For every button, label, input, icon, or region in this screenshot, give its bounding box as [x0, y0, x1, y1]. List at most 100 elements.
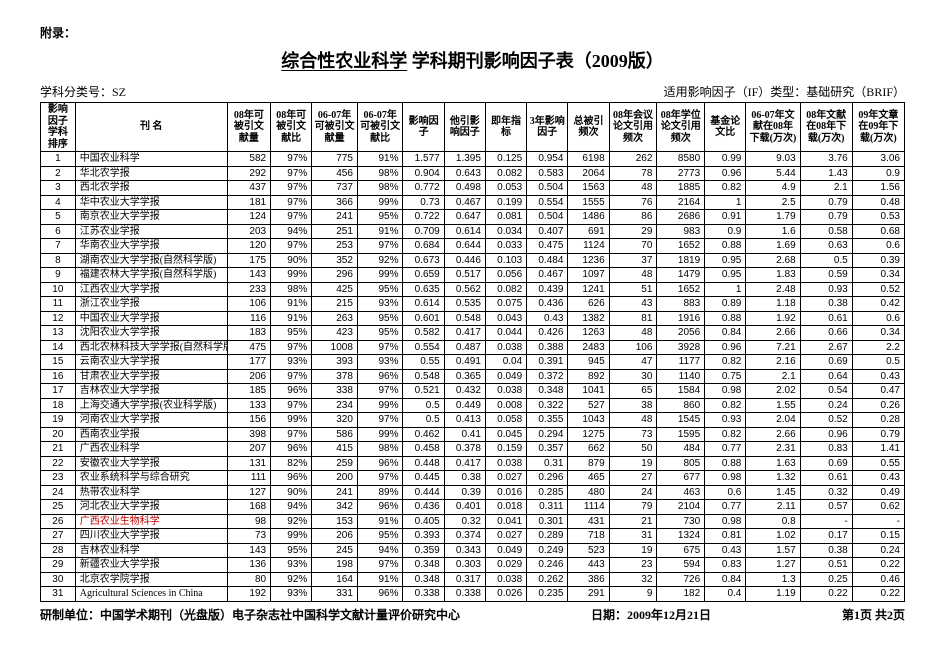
data-cell: 0.79 [852, 427, 904, 442]
data-cell: 0.82 [705, 181, 746, 196]
data-cell: 0.449 [444, 398, 485, 413]
data-cell: 523 [568, 543, 609, 558]
journal-name-cell: 华中农业大学学报 [75, 195, 227, 210]
data-cell: 38 [609, 398, 657, 413]
data-cell: 0.303 [444, 558, 485, 573]
data-cell: 0.301 [527, 514, 568, 529]
subject-code: 学科分类号：SZ [40, 83, 126, 100]
data-cell: 0.26 [852, 398, 904, 413]
data-cell: 97% [357, 340, 403, 355]
data-cell: 7 [41, 239, 76, 254]
data-cell: 0.42 [852, 297, 904, 312]
data-cell: 0.61 [800, 471, 852, 486]
data-cell: 1.32 [746, 471, 800, 486]
data-cell: 48 [609, 268, 657, 283]
journal-name-cell: 广西农业科学 [75, 442, 227, 457]
data-cell: 4 [41, 195, 76, 210]
data-cell: 1236 [568, 253, 609, 268]
data-cell: 0.88 [705, 311, 746, 326]
data-cell: 425 [312, 282, 358, 297]
data-cell: 0.338 [444, 587, 485, 602]
data-cell: 0.582 [403, 326, 444, 341]
footer-page: 第1页 共2页 [842, 606, 905, 623]
data-cell: 91% [271, 297, 312, 312]
data-cell: 0.81 [705, 529, 746, 544]
data-cell: 76 [609, 195, 657, 210]
data-cell: 437 [227, 181, 270, 196]
data-cell: 0.24 [852, 543, 904, 558]
data-cell: 0.709 [403, 224, 444, 239]
data-cell: 73 [609, 427, 657, 442]
data-cell: 29 [609, 224, 657, 239]
data-cell: 1555 [568, 195, 609, 210]
data-cell: 97% [271, 195, 312, 210]
data-cell: 0.69 [800, 456, 852, 471]
table-row: 30北京农学院学报8092%16491%0.3480.3170.0380.262… [41, 572, 905, 587]
data-cell: 0.75 [705, 369, 746, 384]
column-header: 基金论文比 [705, 103, 746, 152]
data-cell: 11 [41, 297, 76, 312]
journal-name-cell: 河北农业大学学报 [75, 500, 227, 515]
data-cell: 32 [609, 572, 657, 587]
data-cell: 2483 [568, 340, 609, 355]
data-cell: 37 [609, 253, 657, 268]
data-cell: 185 [227, 384, 270, 399]
data-cell: 0.018 [485, 500, 526, 515]
journal-name-cell: 西北农林科技大学学报(自然科学版) [75, 340, 227, 355]
data-cell: 0.49 [852, 485, 904, 500]
data-cell: 0.5 [403, 413, 444, 428]
data-cell: 0.53 [852, 210, 904, 225]
data-cell: 0.39 [852, 253, 904, 268]
data-cell: 292 [227, 166, 270, 181]
data-cell: 0.432 [444, 384, 485, 399]
data-cell: 95% [357, 326, 403, 341]
data-cell: 0.378 [444, 442, 485, 457]
subhead-row: 学科分类号：SZ 适用影响因子（IF）类型：基础研究（BRIF） [40, 83, 905, 100]
column-header: 刊 名 [75, 103, 227, 152]
table-row: 18上海交通大学学报(农业科学版)13397%23499%0.50.4490.0… [41, 398, 905, 413]
data-cell: 0.95 [705, 253, 746, 268]
table-row: 11浙江农业学报10691%21593%0.6140.5350.0750.436… [41, 297, 905, 312]
data-cell: 1.577 [403, 152, 444, 167]
data-cell: 0.38 [444, 471, 485, 486]
data-cell: 206 [312, 529, 358, 544]
data-cell: 0.343 [444, 543, 485, 558]
data-cell: 691 [568, 224, 609, 239]
data-cell: 0.548 [444, 311, 485, 326]
data-cell: 0.391 [527, 355, 568, 370]
table-row: 20西南农业学报39897%58699%0.4620.410.0450.2941… [41, 427, 905, 442]
journal-name-cell: 上海交通大学学报(农业科学版) [75, 398, 227, 413]
data-cell: 89% [357, 485, 403, 500]
data-cell: 2.02 [746, 384, 800, 399]
data-cell: 0.317 [444, 572, 485, 587]
data-table: 影响因子学科排序刊 名08年可被引文献量08年可被引文献比06-07年可被引文献… [40, 102, 905, 602]
data-cell: 79 [609, 500, 657, 515]
data-cell: 192 [227, 587, 270, 602]
data-cell: 181 [227, 195, 270, 210]
data-cell: 9 [609, 587, 657, 602]
data-cell: 9.03 [746, 152, 800, 167]
data-cell: 0.445 [403, 471, 444, 486]
data-cell: 0.027 [485, 529, 526, 544]
column-header: 08年文献在08年下载(万次) [800, 103, 852, 152]
data-cell: 0.647 [444, 210, 485, 225]
data-cell: 3 [41, 181, 76, 196]
column-header: 影响因子学科排序 [41, 103, 76, 152]
data-cell: 1652 [657, 239, 705, 254]
data-cell: 0.053 [485, 181, 526, 196]
data-cell: 23 [41, 471, 76, 486]
data-cell: 15 [41, 355, 76, 370]
data-cell: 0.296 [527, 471, 568, 486]
data-cell: 27 [609, 471, 657, 486]
data-cell: 0.289 [527, 529, 568, 544]
data-cell: 805 [657, 456, 705, 471]
data-cell: 0.46 [852, 572, 904, 587]
data-cell: 883 [657, 297, 705, 312]
data-cell: 0.388 [527, 340, 568, 355]
data-cell: 1563 [568, 181, 609, 196]
data-cell: 0.17 [800, 529, 852, 544]
data-cell: 0.249 [527, 543, 568, 558]
data-cell: 4.9 [746, 181, 800, 196]
data-cell: 0.68 [852, 224, 904, 239]
data-cell: 860 [657, 398, 705, 413]
